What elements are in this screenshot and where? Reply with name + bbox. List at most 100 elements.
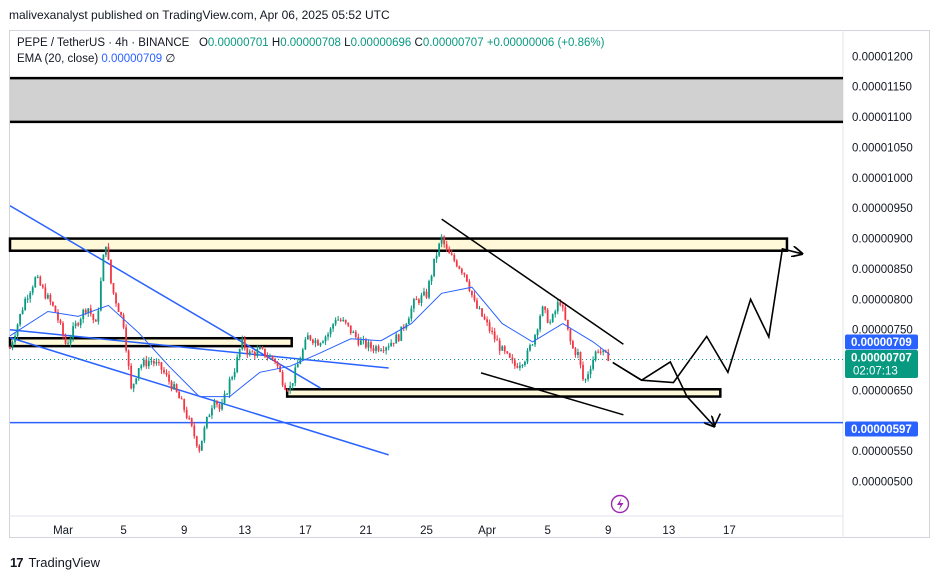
candle-body [455,260,458,267]
candle-body [572,341,574,349]
candle-body [112,283,115,294]
candle-body [324,336,327,342]
candle-body [264,348,266,357]
candle-body [440,236,443,244]
candle-body [115,293,117,304]
candle-body [296,363,299,368]
candle-body [382,350,385,352]
candle-body [450,253,453,256]
candle-body [319,343,322,346]
x-tick-label: Mar [53,525,73,537]
last-price-tag-text: 0.00000707 [851,353,912,365]
candle-body [445,244,448,249]
candle-body [587,374,589,380]
candle-body [430,275,433,282]
x-tick-label: 9 [181,525,187,537]
candle-body [375,346,377,351]
candle-body [89,308,92,315]
candle-body [582,364,584,380]
candle-body [19,314,21,325]
candle-body [309,335,312,340]
candle-body [412,299,415,309]
candle-body [400,326,403,341]
candle-body [546,309,549,323]
candle-body [276,361,279,367]
support-tag-text: 0.00000597 [851,424,912,436]
candle-body [304,339,307,350]
candle-body [39,276,42,286]
candle-body [140,365,143,369]
candle-body [261,347,264,349]
candle-body [145,359,148,367]
candle-body [150,360,153,362]
candle-body [130,365,133,389]
candle-body [49,294,52,302]
close-label: C [414,37,423,49]
candle-body [253,352,256,356]
close-value: 0.00000707 [422,37,484,49]
candles-group [9,234,610,453]
candle-body [387,346,390,348]
candle-body [52,301,54,306]
candle-body [54,305,57,312]
candle-body [92,314,95,320]
candle-body [14,335,16,343]
candle-body [367,342,370,348]
candle-body [286,389,289,391]
candle-body [36,276,39,278]
y-tick-label: 0.00001200 [852,51,913,63]
candle-body [327,334,329,337]
candle-body [370,342,372,349]
candle-body [488,322,491,332]
candle-body [200,440,203,451]
candle-body [102,254,105,282]
candle-body [385,347,388,351]
candle-body [491,331,494,333]
ema-suffix-icon[interactable]: ∅ [165,53,176,65]
candle-body [142,359,145,366]
candle-body [410,308,413,319]
candle-body [460,268,463,273]
candle-body [246,348,249,355]
symbol-label[interactable]: PEPE / TetherUS · 4h · BINANCE [17,37,190,49]
candle-body [259,347,261,350]
open-value: 0.00000701 [207,37,269,49]
candle-body [354,331,357,338]
candle-body [390,342,393,347]
candle-body [243,338,246,349]
candle-body [26,298,29,300]
footer-brand[interactable]: 17 TradingView [10,552,100,572]
y-tick-label: 0.00000800 [852,294,913,306]
y-tick-label: 0.00000950 [852,203,913,215]
x-tick-label: 13 [662,525,675,537]
candle-body [339,319,342,321]
lightning-icon[interactable] [610,494,630,514]
candle-body [59,320,62,323]
low-label: L [344,37,351,49]
candle-body [218,404,221,410]
resistance-zone [8,237,789,252]
candle-body [238,349,241,358]
ema-label[interactable]: EMA (20, close) [17,53,99,65]
candle-body [481,308,483,317]
candle-body [516,366,519,368]
candle-body [165,372,168,375]
x-tick-label: 13 [238,525,251,537]
candle-body [132,383,135,389]
candle-body [564,307,567,320]
candle-body [486,319,488,323]
candle-body [531,344,534,346]
candle-body [155,362,158,364]
candle-body [392,342,395,344]
last-price-tag-countdown: 02:07:13 [853,366,898,378]
projection-path-1 [612,249,802,384]
candle-body [228,379,231,394]
ema-value: 0.00000709 [101,53,163,65]
candle-body [435,255,438,259]
candle-body [438,243,441,256]
candle-body [77,323,80,326]
candle-body [31,287,34,293]
candle-body [226,393,228,395]
candle-body [198,445,201,451]
